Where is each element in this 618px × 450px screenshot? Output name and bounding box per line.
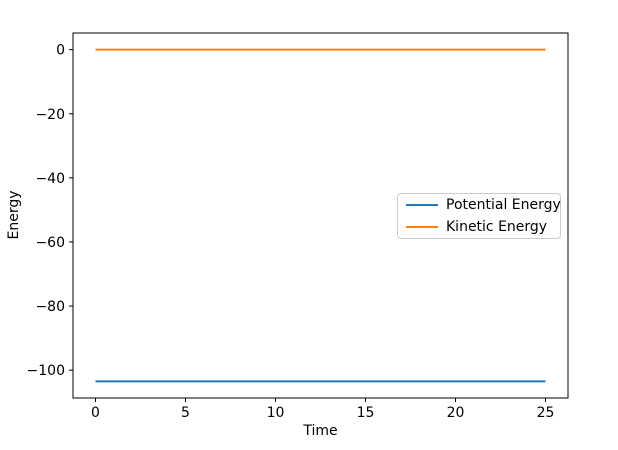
x-tick-label: 25 — [537, 405, 555, 421]
legend-label: Kinetic Energy — [446, 219, 548, 235]
x-tick-label: 10 — [267, 405, 285, 421]
y-tick-label: −20 — [35, 107, 65, 123]
x-tick-label: 15 — [357, 405, 375, 421]
y-tick-label: −80 — [35, 299, 65, 315]
legend-entry: Kinetic Energy — [406, 216, 552, 238]
legend-line-sample — [406, 226, 438, 228]
x-axis-label: Time — [303, 423, 338, 439]
legend-line-sample — [406, 204, 438, 206]
plot-border — [72, 32, 569, 399]
legend-label: Potential Energy — [446, 197, 561, 213]
x-tick-label: 0 — [91, 405, 100, 421]
y-tick-label: 0 — [56, 43, 65, 59]
legend: Potential Energy Kinetic Energy — [397, 193, 561, 239]
y-tick-label: −100 — [27, 363, 65, 379]
y-tick-label: −40 — [35, 171, 65, 187]
y-axis-label: Energy — [6, 190, 22, 240]
y-tick-label: −60 — [35, 235, 65, 251]
x-tick-label: 20 — [447, 405, 465, 421]
x-tick-label: 5 — [181, 405, 190, 421]
legend-entry: Potential Energy — [406, 194, 561, 216]
